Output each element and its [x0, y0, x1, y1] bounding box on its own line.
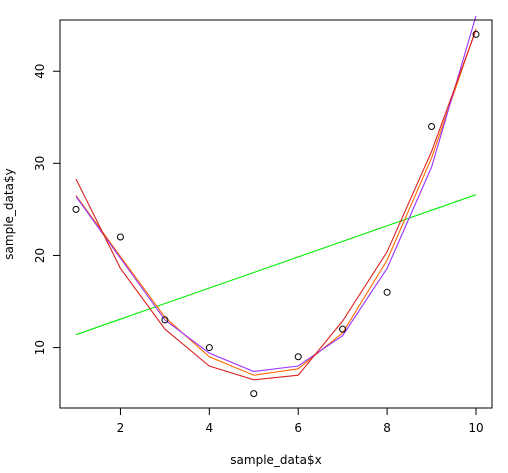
y-tick-label: 10 [33, 340, 47, 355]
y-axis-label: sample_data$y [2, 168, 16, 259]
data-point [116, 233, 124, 241]
data-point [250, 390, 258, 398]
x-axis-label: sample_data$x [230, 453, 321, 467]
plot-frame [59, 19, 493, 409]
x-tick-label: 2 [117, 421, 125, 435]
y-tick-label: 40 [33, 64, 47, 79]
data-point [161, 316, 169, 324]
y-tick-label: 30 [33, 156, 47, 171]
plot-layer [72, 15, 480, 398]
data-point [205, 344, 213, 352]
axis-layer: 2 4 6 8 10 10 20 30 40 [33, 19, 493, 435]
data-point [383, 288, 391, 296]
fit-line-4 [75, 29, 477, 381]
data-point [472, 30, 480, 38]
fit-line-3 [75, 15, 477, 373]
fit-line-2 [75, 28, 477, 376]
y-tick-label: 20 [33, 248, 47, 263]
fit-line-1 [75, 194, 477, 336]
x-tick-label: 6 [294, 421, 302, 435]
x-tick-label: 4 [206, 421, 214, 435]
data-point [339, 325, 347, 333]
data-point [428, 122, 436, 130]
data-point [294, 353, 302, 361]
data-point [72, 205, 80, 213]
x-tick-label: 10 [468, 421, 483, 435]
x-tick-label: 8 [383, 421, 391, 435]
